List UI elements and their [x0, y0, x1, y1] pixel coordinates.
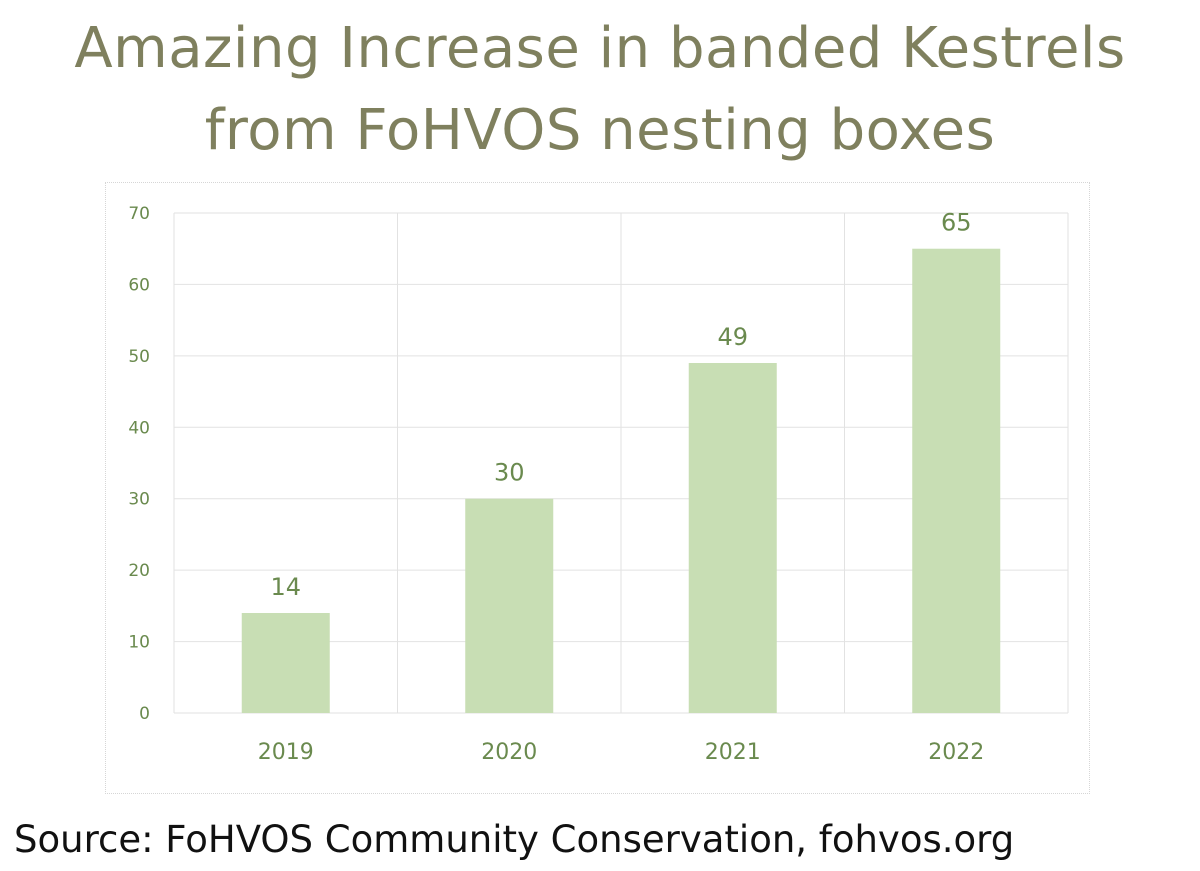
data-label-2020: 30 — [494, 459, 525, 487]
y-tick-label: 10 — [128, 633, 150, 653]
bar-chart: 0 10 20 30 40 50 60 70 14 2019 30 2020 49 2021 65 2022 — [128, 204, 1069, 765]
chart-title: Amazing Increase in banded Kestrels from… — [0, 8, 1200, 172]
y-tick-label: 60 — [128, 275, 150, 295]
y-tick-label: 0 — [139, 704, 150, 724]
bar-2021 — [688, 363, 777, 713]
source-caption: Source: FoHVOS Community Conservation, f… — [14, 818, 1015, 861]
y-tick-label: 20 — [128, 561, 150, 581]
y-tick-label: 70 — [128, 204, 150, 224]
y-tick-label: 30 — [128, 490, 150, 510]
x-tick-label-2022: 2022 — [928, 740, 984, 765]
bar-2020 — [465, 498, 554, 713]
data-label-2019: 14 — [270, 573, 301, 601]
chart-title-line-1: Amazing Increase in banded Kestrels — [74, 16, 1126, 81]
data-label-2021: 49 — [717, 323, 748, 351]
x-tick-label-2021: 2021 — [705, 740, 761, 765]
bar-2019 — [241, 613, 330, 713]
y-tick-label: 50 — [128, 347, 150, 367]
x-tick-label-2019: 2019 — [258, 740, 314, 765]
y-tick-label: 40 — [128, 418, 150, 438]
chart-frame: 0 10 20 30 40 50 60 70 14 2019 30 2020 49 2021 65 2022 — [105, 182, 1090, 794]
bar-2022 — [912, 248, 1001, 713]
x-tick-label-2020: 2020 — [481, 740, 537, 765]
chart-title-line-2: from FoHVOS nesting boxes — [204, 98, 996, 163]
data-label-2022: 65 — [941, 209, 972, 237]
